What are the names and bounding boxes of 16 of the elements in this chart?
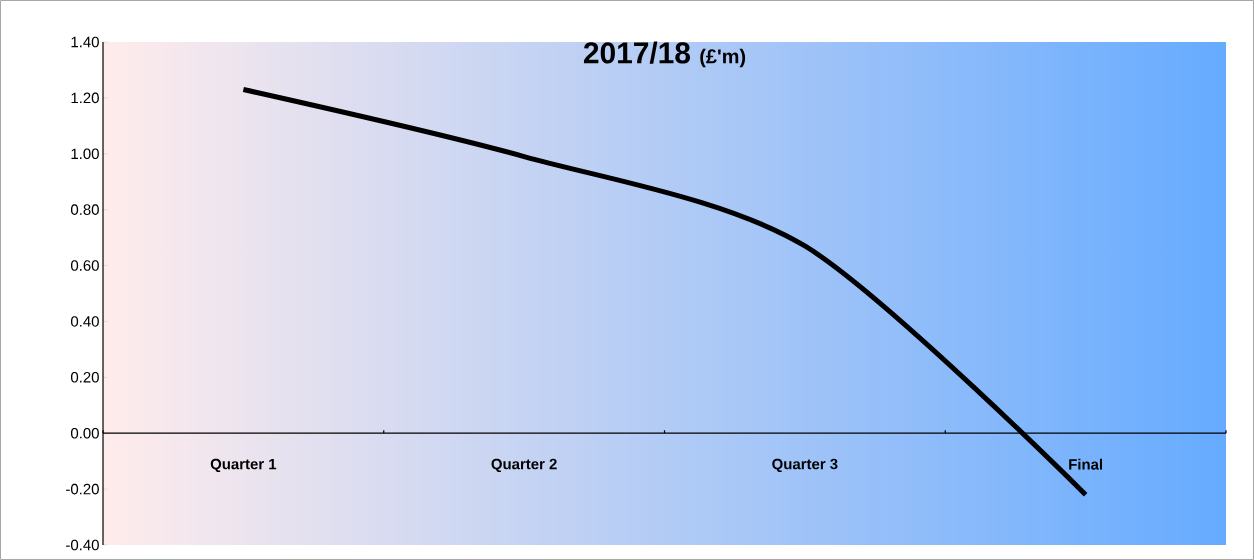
y-tick-label: 0.80 bbox=[70, 204, 99, 215]
y-tick-label: 0.60 bbox=[70, 260, 99, 271]
chart-title: 2017/18 bbox=[583, 41, 691, 64]
y-tick-label: 0.20 bbox=[70, 372, 99, 383]
x-tick-label: Quarter 3 bbox=[772, 458, 838, 473]
y-tick-label: 1.20 bbox=[71, 92, 99, 104]
y-tick-label: 0.00 bbox=[70, 427, 99, 439]
x-tick-label: Quarter 2 bbox=[491, 458, 557, 473]
y-tick-label: 0.40 bbox=[70, 316, 99, 327]
chart-subtitle: (£'m) bbox=[700, 48, 746, 68]
x-tick-label: Final bbox=[1069, 458, 1103, 470]
y-tick-label: -0.20 bbox=[66, 483, 99, 495]
y-tick-label: 1.00 bbox=[71, 148, 99, 160]
y-tick-label: -0.40 bbox=[66, 539, 99, 551]
y-tick-label: 1.40 bbox=[71, 36, 99, 48]
x-tick-label: Quarter 1 bbox=[210, 458, 277, 473]
